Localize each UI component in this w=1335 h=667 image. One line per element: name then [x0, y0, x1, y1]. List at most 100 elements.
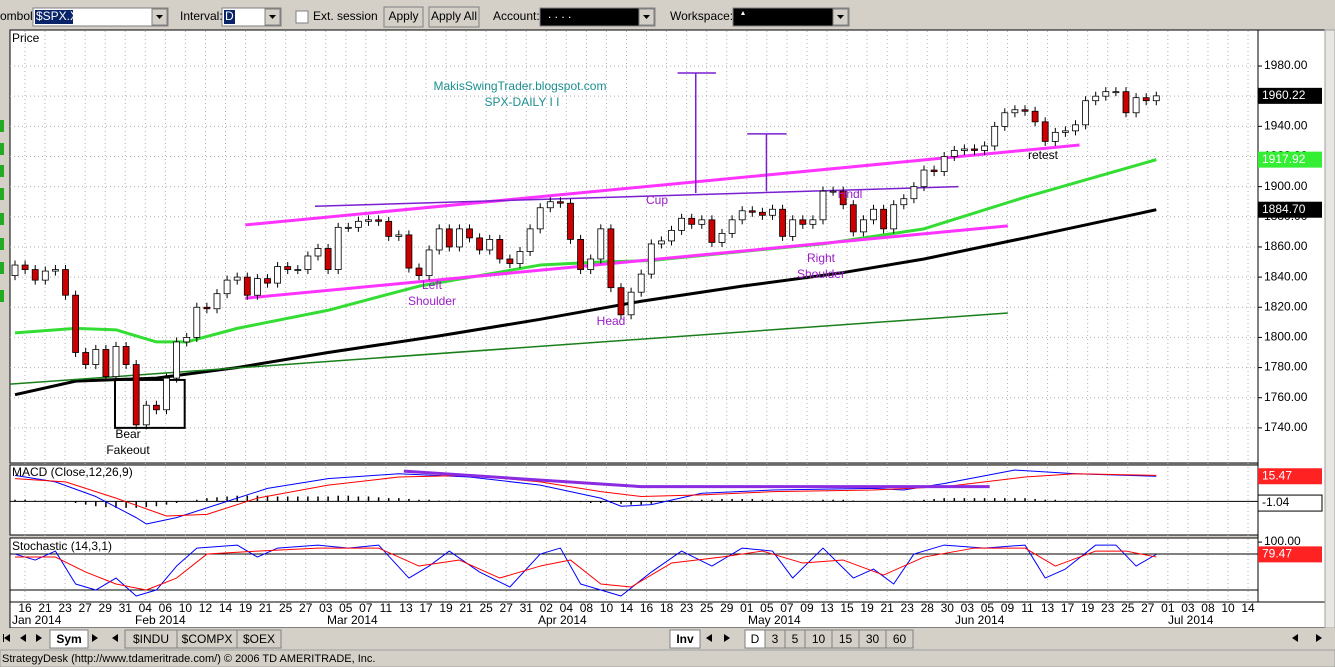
symbol-value: $SPX.X: [36, 9, 78, 23]
candle-body: [1082, 100, 1089, 126]
candle-body: [213, 293, 221, 310]
x-tick-label: 21: [38, 601, 52, 615]
annotation: Left: [422, 278, 443, 292]
interval-tab-text: 5: [792, 632, 799, 646]
x-tick-label: 21: [259, 601, 273, 615]
histogram-bar: [1064, 500, 1067, 502]
histogram-bar: [1004, 498, 1006, 502]
histogram-bar: [1024, 498, 1026, 502]
candle-body: [496, 239, 504, 260]
x-tick-label: 05: [981, 601, 995, 615]
candle-body: [900, 198, 908, 206]
sym-tab[interactable]: [49, 629, 89, 649]
interval-tab-text: D: [751, 632, 760, 646]
histogram-bar: [165, 501, 168, 505]
annotation: retest: [1028, 148, 1059, 162]
histogram-bar: [1034, 498, 1036, 502]
x-tick-label: 09: [1001, 601, 1015, 615]
x-tick-label: 27: [1141, 601, 1155, 615]
histogram-bar: [630, 501, 632, 505]
histogram-bar: [670, 501, 673, 503]
candle-body: [375, 219, 383, 222]
histogram-bar: [357, 496, 360, 502]
account-label: Account:: [493, 9, 540, 23]
candle-body: [880, 208, 887, 230]
symbol-tab[interactable]: [236, 629, 282, 649]
histogram-bar: [438, 500, 440, 502]
candle-body: [678, 217, 685, 231]
histogram-bar: [559, 500, 562, 502]
candle-body: [1051, 131, 1059, 142]
value-box-label: 15.47: [1262, 468, 1292, 482]
histogram-bar: [135, 501, 137, 508]
x-tick-label: 16: [18, 601, 32, 615]
histogram-bar: [408, 498, 410, 502]
candle-body: [365, 219, 372, 222]
x-tick-label: 09: [800, 601, 814, 615]
macd-title: MACD (Close,12,26,9): [12, 465, 133, 479]
stochastic-panel: [9, 537, 1259, 603]
candle-body: [1092, 95, 1100, 102]
candle-body: [930, 169, 938, 172]
histogram-bar: [781, 500, 784, 502]
candle-body: [668, 229, 675, 242]
histogram-bar: [791, 500, 794, 502]
apply-button[interactable]: [383, 6, 424, 28]
histogram-bar: [1094, 500, 1097, 502]
x-tick-label: 10: [179, 601, 193, 615]
histogram-bar: [1014, 498, 1016, 502]
inv-tab[interactable]: [669, 629, 701, 649]
interval-value: D: [225, 9, 234, 23]
histogram-bar: [701, 499, 703, 502]
nav-buttons[interactable]: [3, 634, 1322, 642]
candle-body: [314, 248, 322, 257]
macd-plot: [10, 469, 1258, 525]
candle-body: [991, 125, 999, 147]
month-label: May 2014: [748, 613, 801, 627]
ext-session-checkbox[interactable]: [295, 10, 309, 24]
candle-body: [253, 278, 261, 296]
apply-all-text: Apply All: [431, 9, 477, 23]
account-field[interactable]: [539, 7, 656, 27]
x-tick-label: 03: [961, 601, 975, 615]
histogram-bar: [175, 501, 178, 504]
interval-tab[interactable]: [885, 629, 914, 649]
candle-body: [637, 273, 645, 293]
histogram-bar: [84, 501, 87, 505]
annotation: Bear: [115, 427, 140, 441]
candle-body: [243, 276, 251, 296]
workspace-field[interactable]: [732, 7, 850, 27]
symbol-tab-text: $INDU: [133, 632, 169, 646]
candle-body: [789, 219, 797, 237]
candle-body: [435, 228, 443, 251]
histogram-bar: [44, 500, 47, 502]
candle-body: [860, 219, 867, 233]
candle-body: [92, 349, 100, 365]
x-tick-label: 23: [901, 601, 915, 615]
vertical-scrollbar[interactable]: [1324, 29, 1335, 629]
histogram-bar: [1105, 500, 1107, 502]
value-axis: [1257, 29, 1326, 603]
sym-tab-text: Sym: [56, 632, 81, 646]
candle-body: [52, 269, 59, 272]
histogram-bar: [64, 501, 67, 503]
histogram-bar: [347, 495, 350, 502]
histogram-bar: [903, 500, 905, 502]
histogram-bar: [216, 497, 218, 502]
histogram-bar: [549, 500, 552, 502]
histogram-bar: [923, 499, 925, 502]
annotation: SPX-DAILY I I: [485, 95, 560, 109]
candle-body: [1041, 121, 1049, 142]
x-tick-label: 25: [279, 601, 293, 615]
histogram-bar: [448, 500, 451, 502]
x-tick-label: 27: [78, 601, 92, 615]
nav-buttons[interactable]: [706, 634, 730, 642]
line: [403, 469, 990, 489]
candle-body: [516, 251, 524, 264]
histogram-bar: [125, 501, 127, 508]
x-tick-label: 10: [600, 601, 614, 615]
histogram-bar: [34, 500, 36, 502]
month-label: Jun 2014: [955, 613, 1005, 627]
candle-body: [526, 228, 534, 252]
apply-all-button[interactable]: [428, 6, 480, 28]
